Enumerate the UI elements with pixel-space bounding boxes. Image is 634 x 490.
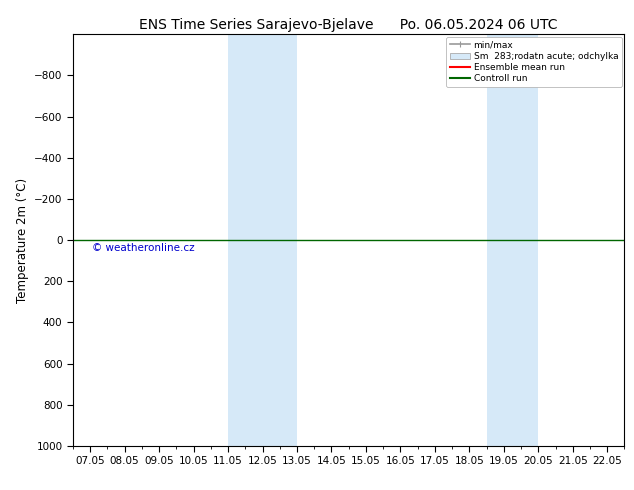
Title: ENS Time Series Sarajevo-Bjelave      Po. 06.05.2024 06 UTC: ENS Time Series Sarajevo-Bjelave Po. 06.… (139, 18, 558, 32)
Bar (228, 34, 297, 446)
Text: © weatheronline.cz: © weatheronline.cz (92, 244, 195, 253)
Legend: min/max, Sm  283;rodatn acute; odchylka, Ensemble mean run, Controll run: min/max, Sm 283;rodatn acute; odchylka, … (446, 37, 622, 87)
Bar (487, 34, 538, 446)
Y-axis label: Temperature 2m (°C): Temperature 2m (°C) (16, 177, 29, 303)
